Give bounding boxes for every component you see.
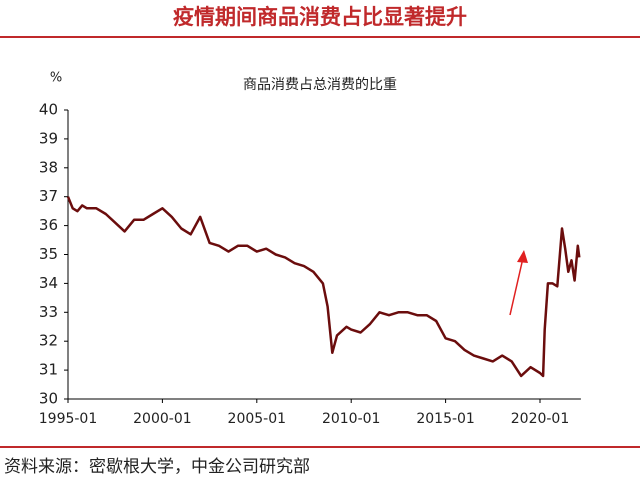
y-tick-label: 32 (39, 332, 58, 350)
x-tick-label: 2000-01 (133, 411, 192, 427)
chart-subtitle: 商品消费占总消费的比重 (243, 77, 397, 93)
y-tick-label: 40 (39, 101, 58, 119)
y-tick-label: 30 (39, 390, 58, 408)
y-tick-label: 35 (39, 245, 58, 263)
y-axis-label: % (50, 71, 62, 86)
annotation-arrow (509, 257, 524, 316)
y-tick-label: 33 (39, 303, 58, 321)
x-tick-label: 2020-01 (511, 411, 570, 427)
annotation-arrowhead (517, 250, 528, 263)
y-tick-label: 31 (39, 361, 58, 379)
y-tick-label: 39 (39, 129, 58, 147)
y-tick-label: 37 (39, 187, 58, 205)
chart-title: 疫情期间商品消费占比显著提升 (173, 5, 467, 29)
x-tick-label: 2010-01 (322, 411, 381, 427)
x-tick-label: 1995-01 (39, 411, 98, 427)
source-note: 资料来源：密歇根大学，中金公司研究部 (4, 457, 310, 477)
y-tick-label: 38 (39, 158, 58, 176)
data-line (66, 196, 581, 378)
x-tick-label: 2005-01 (228, 411, 287, 427)
x-tick-label: 2015-01 (416, 411, 475, 427)
y-tick-label: 34 (39, 274, 58, 292)
y-tick-label: 36 (39, 216, 58, 234)
